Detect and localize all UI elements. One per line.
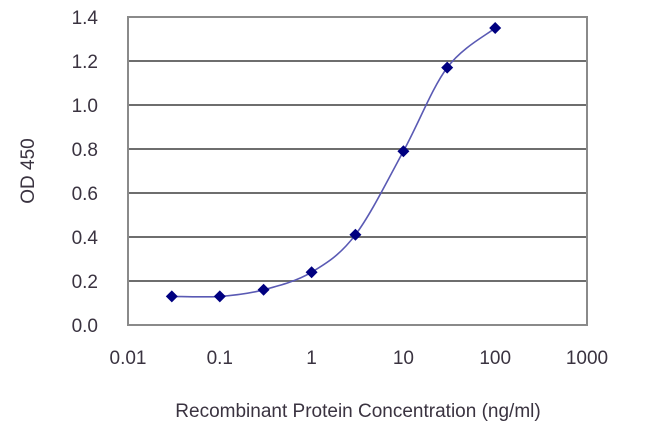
plot-area (127, 16, 588, 326)
y-tick-label: 0.4 (72, 228, 99, 249)
fitted-curve (171, 27, 496, 298)
x-axis-label: Recombinant Protein Concentration (ng/ml… (175, 401, 540, 422)
y-tick-label: 1.2 (72, 52, 98, 73)
y-tick-label: 0.8 (72, 140, 98, 161)
x-axis-ticks: 0.01 0.1 1 10 100 1000 (110, 348, 609, 369)
x-tick-label: 0.1 (207, 348, 233, 369)
gridlines (128, 16, 587, 326)
x-tick-label: 1 (306, 348, 317, 369)
data-point-marker (397, 145, 410, 158)
data-point-marker (257, 283, 270, 296)
y-tick-label: 0.0 (72, 316, 98, 337)
data-point-marker (441, 61, 454, 74)
data-point-marker (165, 290, 178, 303)
y-axis-ticks: 0.0 0.2 0.4 0.6 0.8 1.0 1.2 1.4 (72, 8, 99, 337)
data-point-marker (213, 290, 226, 303)
y-tick-label: 0.6 (72, 184, 98, 205)
y-tick-label: 1.0 (72, 96, 98, 117)
data-point-marker (349, 228, 362, 241)
x-tick-label: 10 (393, 348, 414, 369)
data-point-marker (305, 266, 318, 279)
y-axis-label: OD 450 (18, 138, 39, 203)
x-tick-label: 0.01 (110, 348, 147, 369)
y-tick-label: 0.2 (72, 272, 98, 293)
y-tick-label: 1.4 (72, 8, 99, 29)
data-markers (165, 22, 502, 303)
x-tick-label: 100 (479, 348, 511, 369)
data-point-marker (489, 22, 502, 34)
x-tick-label: 1000 (566, 348, 608, 369)
